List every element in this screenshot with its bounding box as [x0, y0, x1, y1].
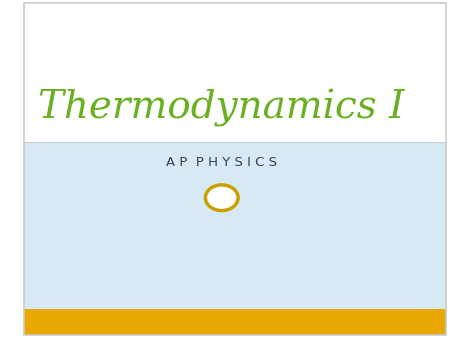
Bar	[24, 142, 446, 309]
Circle shape	[205, 185, 238, 211]
Text: Thermodynamics I: Thermodynamics I	[39, 89, 405, 127]
Bar	[24, 309, 446, 335]
Bar	[24, 3, 446, 142]
Text: A P  P H Y S I C S: A P P H Y S I C S	[166, 156, 277, 169]
